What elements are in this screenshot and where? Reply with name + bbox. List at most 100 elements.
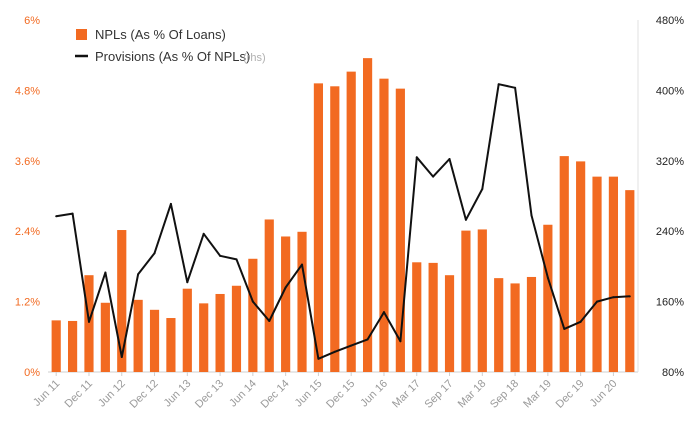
x-axis-tick-label: Dec 19 [554, 378, 587, 411]
npl-bar [346, 71, 356, 373]
provisions-point [219, 254, 222, 257]
npl-bar [231, 285, 242, 372]
x-axis-tick-label: Dec 13 [193, 378, 226, 411]
npl-bar [100, 302, 110, 372]
provisions-point [350, 344, 353, 347]
x-axis-tick-label: Mar 19 [521, 378, 554, 411]
left-axis-tick-label: 4.8% [15, 85, 40, 97]
provisions-point [399, 340, 402, 343]
provisions-point [284, 286, 287, 289]
npl-bar [608, 176, 619, 372]
right-axis-tick-label: 160% [656, 297, 684, 309]
right-axis-tick-label: 400% [656, 85, 684, 97]
provisions-point [301, 263, 304, 266]
x-axis-tick-label: Mar 17 [390, 378, 423, 411]
x-axis-tick-label: Sep 18 [488, 378, 521, 411]
provisions-point [104, 271, 107, 274]
npl-bar [428, 262, 438, 372]
x-axis-tick-label: Dec 14 [259, 378, 292, 411]
npl-bar [182, 288, 192, 372]
right-axis-tick-label: 320% [656, 156, 684, 168]
npl-bar [576, 161, 586, 372]
npl-bar [264, 219, 274, 372]
right-axis-tick-label: 240% [656, 226, 684, 238]
provisions-point [464, 218, 467, 221]
npl-bar [330, 86, 340, 372]
provisions-point [563, 327, 566, 330]
x-axis-tick-label: Jun 16 [358, 378, 390, 410]
provisions-point [87, 320, 90, 323]
npl-bar [461, 230, 471, 372]
npl-bar [149, 309, 160, 372]
npl-bar [281, 236, 291, 372]
provisions-point [137, 273, 140, 276]
provisions-point [333, 350, 336, 353]
provisions-point [579, 320, 582, 323]
npl-bar [379, 78, 389, 373]
provisions-point [251, 300, 254, 303]
provisions-point [268, 319, 271, 322]
npl-bar [117, 230, 127, 372]
provisions-point [497, 83, 500, 86]
left-axis-tick-label: 1.2% [15, 297, 40, 309]
npl-bar [543, 224, 553, 372]
left-axis-tick-label: 6% [24, 15, 40, 27]
provisions-point [596, 300, 599, 303]
npl-bar [51, 320, 61, 372]
legend-label-provisions: Provisions (As % Of NPLs) [95, 49, 250, 64]
x-axis-tick-label: Jun 11 [31, 378, 62, 409]
provisions-point [55, 215, 58, 218]
x-axis-tick-label: Sep 17 [423, 378, 456, 411]
npl-bar [297, 231, 307, 372]
provisions-point [153, 252, 156, 255]
x-axis-tick-label: Dec 11 [63, 378, 96, 411]
npl-bar [395, 88, 405, 372]
npl-bar [67, 320, 78, 372]
npl-bar [444, 275, 455, 372]
provisions-point [546, 276, 549, 279]
npl-bar [477, 229, 487, 372]
provisions-point [235, 258, 238, 261]
provisions-point [186, 281, 189, 284]
left-axis-tick-label: 3.6% [15, 156, 40, 168]
provisions-point [366, 338, 369, 341]
provisions-point [628, 295, 631, 298]
npl-bar [510, 283, 520, 372]
provisions-point [432, 175, 435, 178]
legend-swatch-npl [76, 29, 87, 40]
x-axis-tick-label: Dec 12 [128, 378, 161, 411]
npl-bar [166, 318, 176, 372]
x-axis-tick-label: Mar 18 [456, 378, 489, 411]
provisions-point [415, 156, 418, 159]
provisions-point [317, 357, 320, 360]
npl-bar [362, 58, 373, 373]
legend-suffix-rhs: (rhs) [243, 52, 266, 64]
npl-bar [559, 156, 569, 372]
right-axis-tick-label: 480% [656, 15, 684, 27]
provisions-point [612, 296, 615, 299]
x-axis-tick-label: Jun 15 [293, 378, 325, 410]
x-axis-tick-label: Jun 13 [162, 378, 194, 410]
left-axis-tick-label: 2.4% [15, 226, 40, 238]
provisions-point [514, 86, 517, 89]
npl-bar [526, 276, 537, 372]
npl-bar [248, 258, 258, 372]
npl-bar [494, 278, 504, 372]
npl-bar [199, 303, 209, 372]
npl-bar [215, 293, 225, 372]
npl-bar [84, 275, 94, 372]
provisions-point [71, 212, 74, 215]
provisions-point [481, 187, 484, 190]
left-axis-tick-label: 0% [24, 367, 40, 379]
provisions-point [202, 232, 205, 235]
npl-bar [592, 176, 602, 372]
x-axis-tick-label: Jun 20 [588, 378, 620, 410]
npl-bar [313, 83, 324, 373]
provisions-point [169, 202, 172, 205]
x-axis-tick-label: Jun 14 [227, 378, 259, 410]
provisions-point [120, 356, 123, 359]
npl-bar [412, 262, 422, 372]
legend-label-npl: NPLs (As % Of Loans) [95, 27, 226, 42]
